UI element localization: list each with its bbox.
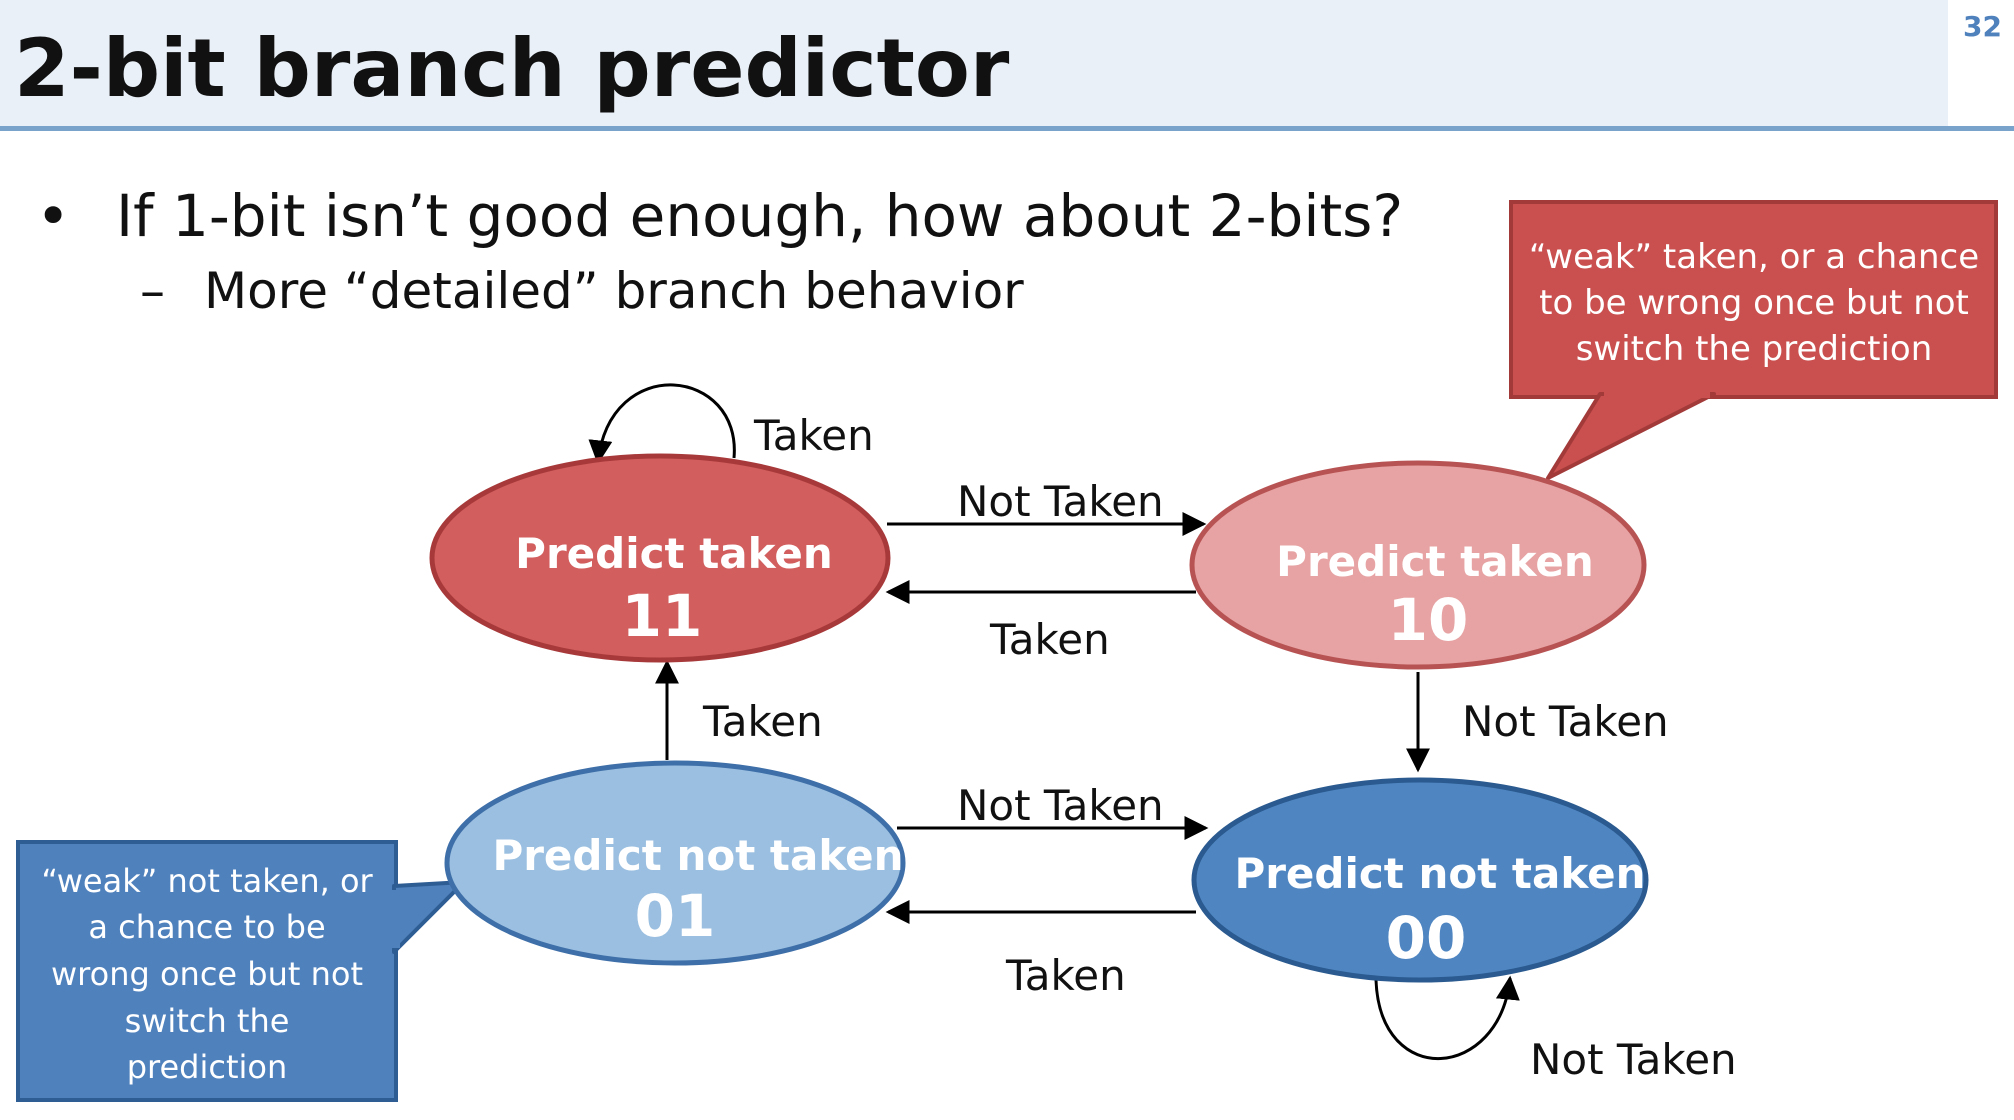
state-01-label: Predict not taken [492, 831, 903, 880]
callout-weak-not-taken-box [16, 840, 398, 1102]
callout-weak-not-taken: “weak” not taken, or a chance to be wron… [16, 840, 466, 1102]
bullet-main: • If 1-bit isn’t good enough, how about 2… [36, 182, 1403, 250]
bullet-sub-text: More “detailed” branch behavior [204, 262, 1024, 320]
callout-weak-taken-pointer [1546, 392, 1716, 480]
state-11-code: 11 [622, 582, 703, 650]
title-bar-corner [1948, 0, 2014, 131]
state-10-code: 10 [1388, 586, 1469, 654]
state-00-label: Predict not taken [1234, 849, 1645, 898]
callout-weak-taken: “weak” taken, or a chance to be wrong on… [1509, 200, 1998, 480]
state-10-label: Predict taken [1276, 537, 1594, 586]
label-01-to-00: Not Taken [957, 781, 1164, 830]
state-00-ellipse [1191, 777, 1649, 983]
label-self-11: Taken [753, 411, 874, 460]
state-01-code: 01 [635, 882, 716, 950]
bullet-main-text: If 1-bit isn’t good enough, how about 2-… [116, 182, 1404, 250]
arrow-self-00 [1374, 975, 1520, 1061]
slide-number: 32 [1963, 10, 2002, 43]
bullet-marker: • [36, 182, 71, 250]
callout-weak-not-taken-line-4: switch the [125, 1002, 290, 1040]
state-10-ellipse [1189, 460, 1647, 670]
callout-weak-taken-line-2: to be wrong once but not [1539, 283, 1969, 323]
state-11-ellipse [429, 453, 891, 663]
callout-weak-taken-line-3: switch the prediction [1576, 329, 1933, 369]
label-01-to-11: Taken [702, 697, 823, 746]
callout-weak-not-taken-line-1: “weak” not taken, or [41, 862, 373, 900]
title-bar [0, 0, 1948, 131]
state-11: Predict taken 11 [429, 453, 891, 663]
state-10: Predict taken 10 [1189, 460, 1647, 670]
bullet-sub: – More “detailed” branch behavior [140, 262, 1024, 320]
callout-weak-taken-box [1509, 200, 1998, 399]
state-00-code: 00 [1386, 904, 1467, 972]
state-01-ellipse [444, 760, 906, 966]
callout-weak-not-taken-line-3: wrong once but not [51, 955, 363, 993]
callout-weak-not-taken-pointer [392, 880, 466, 954]
sub-bullet-marker: – [140, 262, 165, 320]
label-10-to-11: Taken [989, 615, 1110, 664]
arrow-self-11 [588, 383, 736, 465]
state-01: Predict not taken 01 [444, 760, 906, 966]
label-self-00: Not Taken [1530, 1035, 1737, 1084]
slide-title: 2-bit branch predictor [14, 22, 1010, 115]
label-11-to-10: Not Taken [957, 477, 1164, 526]
state-00: Predict not taken 00 [1191, 777, 1649, 983]
callout-weak-not-taken-line-2: a chance to be [88, 908, 325, 946]
label-10-to-00: Not Taken [1462, 697, 1669, 746]
callout-weak-not-taken-line-5: prediction [127, 1048, 288, 1086]
callout-weak-taken-line-1: “weak” taken, or a chance [1529, 237, 1979, 277]
label-00-to-01: Taken [1005, 951, 1126, 1000]
state-11-label: Predict taken [515, 529, 833, 578]
